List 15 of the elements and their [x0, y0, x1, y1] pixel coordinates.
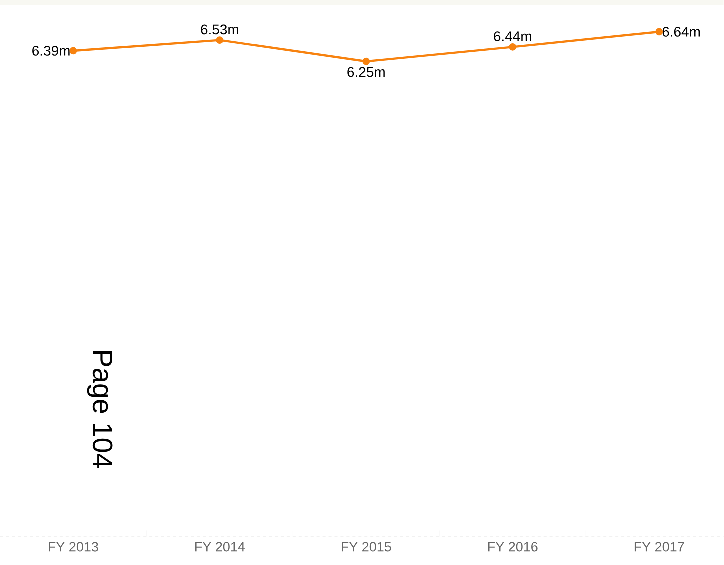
point [70, 47, 78, 55]
x-tick-label: FY 2013 [49, 542, 98, 552]
x-tick-label: FY 2016 [488, 542, 538, 552]
data-label: 6.64m [662, 27, 700, 38]
x-tick-label: FY 2017 [634, 542, 684, 552]
text: Page 104 [87, 352, 113, 468]
data-label: 6.25m [348, 67, 385, 78]
data-label: 6.39m [32, 46, 70, 56]
point [362, 58, 370, 66]
data-label: 6.53m [201, 24, 238, 35]
x-tick-label: FY 2015 [342, 542, 392, 552]
data-label: 6.44m [494, 32, 532, 42]
x-tick-label: FY 2014 [196, 542, 246, 552]
point [216, 36, 224, 44]
point [509, 44, 517, 52]
